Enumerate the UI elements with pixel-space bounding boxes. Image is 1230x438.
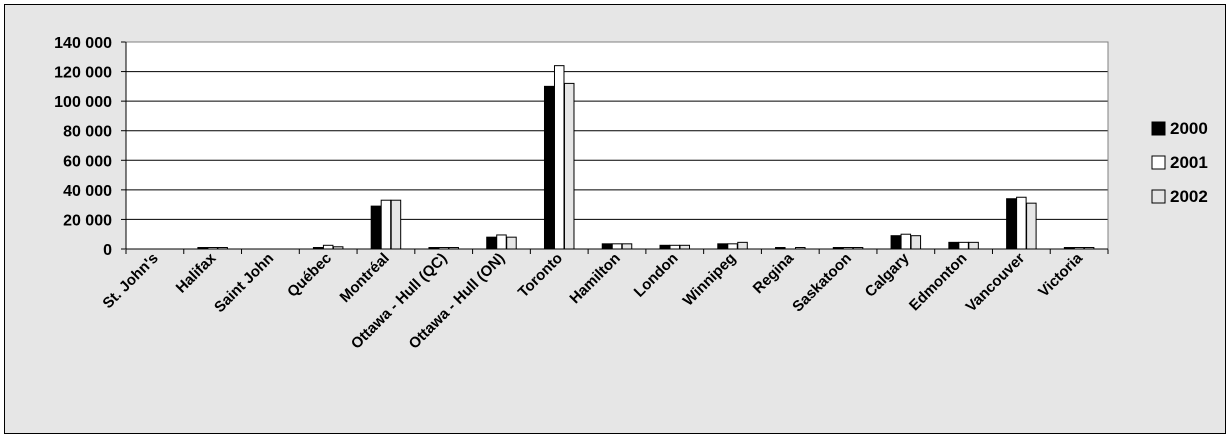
- x-tick-label: Toronto: [515, 250, 566, 301]
- x-tick-label: Ottawa - Hull (ON): [406, 250, 509, 353]
- x-tick-label: St. John's: [99, 250, 161, 312]
- y-tick-label: 60 000: [63, 153, 112, 170]
- bar-2000: [659, 244, 671, 250]
- legend: 2000 2001 2002: [1151, 119, 1208, 206]
- bar-2002: [968, 241, 979, 250]
- bar-2000: [1006, 198, 1017, 250]
- bar-2001: [900, 233, 912, 250]
- bar-2000: [601, 243, 613, 250]
- y-tick-label: 40 000: [63, 183, 112, 200]
- legend-label-2002: 2002: [1170, 187, 1208, 206]
- bar-2000: [543, 85, 555, 250]
- x-tick-label: Québec: [284, 250, 335, 301]
- bar-2001: [611, 243, 623, 250]
- legend-swatch-2000: [1151, 121, 1166, 136]
- bar-2001: [1016, 196, 1027, 250]
- bar-2000: [717, 243, 728, 250]
- x-tick-label: Edmonton: [906, 250, 970, 314]
- x-tick-label: Saint John: [211, 250, 277, 316]
- bar-2000: [370, 205, 382, 250]
- x-tick-label: London: [631, 250, 682, 301]
- x-tick-label: Montréal: [337, 250, 393, 306]
- x-tick-label: Regina: [750, 249, 798, 297]
- x-tick-label: Calgary: [862, 249, 913, 300]
- plot-area: [126, 42, 1108, 249]
- legend-swatch-2002: [1151, 189, 1166, 204]
- bar-2001: [553, 65, 565, 250]
- legend-swatch-2001: [1151, 155, 1166, 170]
- x-tick-label: Victoria: [1035, 249, 1086, 300]
- legend-label-2000: 2000: [1170, 119, 1208, 138]
- bar-2000: [948, 241, 959, 250]
- bar-2001: [322, 244, 334, 250]
- gridlines: [126, 41, 1108, 249]
- bar-2002: [737, 241, 748, 250]
- bar-2001: [727, 243, 738, 250]
- bar-2000: [486, 236, 497, 250]
- x-tick-label: Ottawa - Hull (QC): [348, 250, 451, 353]
- bar-2002: [563, 82, 575, 250]
- bar-2002: [390, 199, 402, 250]
- bar-2002: [910, 235, 922, 250]
- x-tick-label: Winnipeg: [680, 250, 740, 310]
- bar-2002: [621, 243, 633, 250]
- bar-2002: [506, 236, 517, 250]
- x-tick-label: Halifax: [173, 249, 220, 296]
- y-tick-label: 140 000: [54, 35, 112, 52]
- legend-label-2001: 2001: [1170, 153, 1208, 172]
- y-tick-label: 0: [103, 242, 112, 259]
- y-tick-label: 120 000: [54, 65, 112, 82]
- y-tick-label: 20 000: [63, 212, 112, 229]
- y-axis-ticks: 0 20 000 40 000 60 000 80 000 100 000 120 000 1…: [54, 35, 126, 259]
- bar-2002: [1026, 202, 1037, 250]
- bar-2001: [958, 241, 969, 250]
- x-tick-label: Vancouver: [963, 250, 1029, 316]
- bar-2001: [669, 244, 681, 250]
- bar-2000: [890, 235, 902, 250]
- axes: [125, 41, 1109, 254]
- bar-2001: [380, 199, 392, 250]
- bar-2001: [496, 234, 507, 250]
- y-tick-label: 100 000: [54, 94, 112, 111]
- bars: [197, 65, 1095, 250]
- bar-2002: [679, 244, 691, 250]
- x-tick-label: Hamilton: [566, 250, 623, 307]
- y-tick-label: 80 000: [63, 124, 112, 141]
- x-tick-label: Saskatoon: [789, 250, 855, 316]
